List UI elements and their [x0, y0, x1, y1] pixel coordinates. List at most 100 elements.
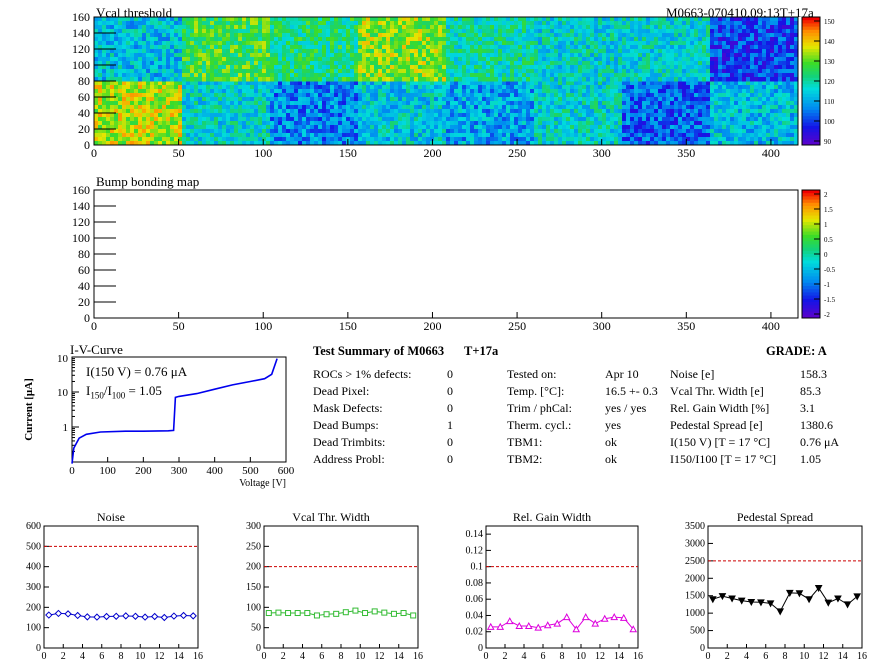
mini-y-tick-label: 600 [26, 521, 41, 532]
data-point [718, 593, 727, 601]
mini-chart-3: Pedestal Spread 0 500 1000 1500 2000 2500 3000 3… [685, 510, 867, 662]
map-x-tick-label: 50 [173, 319, 185, 330]
mini-x-tick-label: 4 [744, 651, 749, 662]
color-scale-label: 2 [824, 191, 828, 199]
mini-chart-title: Vcal Thr. Width [292, 510, 369, 524]
map-frame [93, 189, 799, 319]
mini-x-tick-label: 0 [706, 651, 711, 662]
mini-y-tick-label: 1500 [685, 591, 705, 602]
data-point [150, 612, 159, 621]
mini-y-tick-label: 200 [26, 602, 41, 613]
data-point [285, 610, 292, 617]
data-point [619, 613, 628, 621]
summary-value: yes [605, 418, 621, 432]
iv-x-tick-label: 600 [278, 465, 295, 477]
data-point [304, 610, 311, 617]
summary-value: ok [605, 452, 617, 466]
map-y-tick-label: 40 [78, 279, 90, 293]
mini-y-tick-label: 1000 [685, 608, 705, 619]
summary-temp-tag: T+17a [464, 344, 499, 358]
data-point [83, 613, 92, 621]
map-x-tick-label: 0 [91, 146, 97, 160]
map-y-tick-label: 140 [72, 26, 90, 40]
data-point [400, 610, 407, 617]
data-point [534, 623, 543, 631]
data-point [562, 613, 571, 621]
mini-y-tick-label: 0.02 [466, 627, 484, 638]
mini-y-tick-label: 400 [26, 562, 41, 573]
map-x-tick-label: 250 [508, 319, 526, 330]
mini-x-tick-label: 16 [857, 651, 867, 662]
data-point [853, 593, 862, 601]
data-point [553, 619, 562, 627]
map-y-tick-label: 0 [84, 138, 90, 152]
series-line [48, 612, 194, 619]
map-x-tick-label: 250 [508, 146, 526, 160]
map-x-tick-label: 350 [677, 146, 695, 160]
map-x-tick-label: 400 [762, 146, 780, 160]
mini-y-tick-label: 300 [246, 521, 261, 532]
data-point [131, 612, 140, 620]
summary-label: Therm. cycl.: [507, 418, 572, 432]
mini-x-tick-label: 2 [61, 651, 66, 662]
iv-series-line [71, 358, 278, 464]
summary-label: Noise [e] [670, 367, 715, 381]
mini-y-tick-label: 0.1 [471, 562, 484, 573]
data-point [189, 612, 197, 620]
mini-x-tick-label: 4 [300, 651, 305, 662]
summary-title: Test Summary of M0663 [313, 344, 445, 358]
color-scale-label: 90 [824, 138, 832, 146]
mini-chart-frame [43, 525, 199, 649]
data-point [410, 612, 417, 619]
data-point [390, 610, 397, 617]
map-x-tick-label: 100 [254, 319, 272, 330]
map-y-tick-label: 20 [78, 122, 90, 136]
mini-y-tick-label: 0.08 [466, 578, 484, 589]
data-point [728, 595, 736, 603]
summary-label: Trim / phCal: [507, 401, 572, 415]
data-point [64, 610, 72, 618]
data-point [73, 611, 82, 620]
color-scale-label: 150 [824, 18, 835, 26]
mini-x-tick-label: 8 [783, 651, 788, 662]
mini-y-tick-label: 0 [478, 643, 483, 654]
bump-map-title: Bump bonding map [96, 174, 200, 189]
summary-label: TBM2: [507, 452, 543, 466]
data-point [496, 622, 505, 630]
summary-value: 1 [447, 418, 453, 432]
data-point [323, 611, 330, 618]
color-scale-label: 110 [824, 98, 835, 106]
data-point [313, 612, 320, 619]
mini-x-tick-label: 16 [413, 651, 423, 662]
mini-chart-2: Rel. Gain Width 0 0.02 0.04 0.06 0.08 0.1 0.12 0… [466, 510, 644, 662]
mini-x-tick-label: 6 [319, 651, 324, 662]
mini-x-tick-label: 12 [155, 651, 165, 662]
mini-x-tick-label: 16 [633, 651, 643, 662]
mini-chart-title: Pedestal Spread [737, 510, 813, 524]
mini-x-tick-label: 6 [99, 651, 104, 662]
map-y-tick-label: 60 [78, 90, 90, 104]
mini-y-tick-label: 0.14 [466, 529, 484, 540]
mini-y-tick-label: 0.04 [466, 610, 484, 621]
data-point [814, 585, 823, 593]
summary-label: Dead Trimbits: [313, 435, 386, 449]
data-point [805, 596, 813, 604]
summary-value: 158.3 [800, 367, 827, 381]
mini-x-tick-label: 12 [595, 651, 605, 662]
summary-value: 1.05 [800, 452, 821, 466]
data-point [54, 609, 63, 618]
mini-x-tick-label: 10 [576, 651, 586, 662]
summary-value: yes / yes [605, 401, 647, 415]
mini-y-tick-label: 0 [700, 643, 705, 654]
mini-y-tick-label: 200 [246, 562, 261, 573]
data-point [45, 611, 53, 619]
data-point [371, 608, 378, 615]
data-point [294, 610, 301, 617]
color-scale-label: 100 [824, 118, 835, 126]
mini-y-tick-label: 500 [26, 541, 41, 552]
mini-x-tick-label: 10 [355, 651, 365, 662]
data-point [795, 590, 804, 598]
summary-value: 0 [447, 367, 453, 381]
summary-label: Pedestal Spread [e] [670, 418, 763, 432]
